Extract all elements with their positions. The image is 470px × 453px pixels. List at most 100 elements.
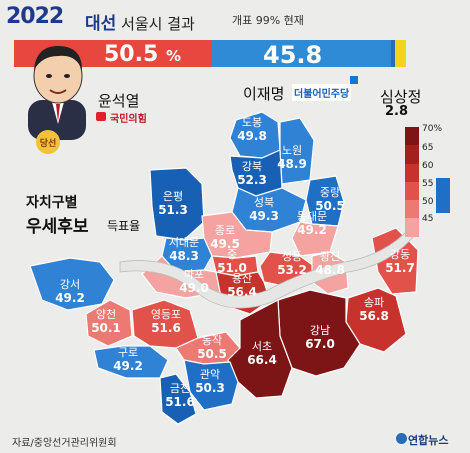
district-name: 강북 xyxy=(242,160,262,173)
side-label-1: 자치구별 xyxy=(26,195,78,211)
yoon-percent: 50.5 % xyxy=(104,42,181,67)
district-value: 49.5 xyxy=(210,237,240,251)
count-note: 개표 99% 현재 xyxy=(232,14,304,27)
bar-segment-other xyxy=(391,40,395,67)
district-value: 51.7 xyxy=(385,261,415,275)
bar-segment-lee xyxy=(211,40,392,67)
district-name: 광진 xyxy=(320,250,340,263)
district-value: 67.0 xyxy=(305,337,335,351)
legend-tick-label: 45 xyxy=(422,214,434,224)
bar-segment-sim xyxy=(395,40,406,67)
district-name: 서대문 xyxy=(169,236,199,249)
legend-swatch xyxy=(405,218,419,237)
district-name: 성북 xyxy=(254,196,274,209)
legend-tick-label: 50 xyxy=(422,197,434,207)
district-value: 49.3 xyxy=(249,209,279,223)
lee-name: 이재명 xyxy=(243,85,285,103)
district-value: 51.6 xyxy=(165,395,195,409)
district-area xyxy=(149,167,205,241)
district-name: 강서 xyxy=(60,278,80,291)
legend-swatch xyxy=(405,200,419,219)
district-value: 49.2 xyxy=(297,223,327,237)
district-value: 48.9 xyxy=(277,157,307,171)
district-name: 금천 xyxy=(170,381,190,395)
district-area xyxy=(29,257,115,311)
district-value: 48.8 xyxy=(315,263,345,277)
district-name: 강남 xyxy=(310,324,330,337)
district-value: 56.8 xyxy=(359,309,389,323)
district-name: 양천 xyxy=(96,307,116,321)
district-value: 51.3 xyxy=(158,203,188,217)
district-name: 강동 xyxy=(390,248,410,261)
district-name: 동대문 xyxy=(297,210,327,223)
district-area xyxy=(159,373,197,425)
district-name: 마포 xyxy=(184,268,204,281)
district-value: 49.2 xyxy=(113,359,143,373)
legend-swatch xyxy=(405,145,419,164)
title-year: 2022 xyxy=(6,4,64,29)
district-name: 동작 xyxy=(202,334,222,347)
district-name: 서초 xyxy=(252,340,272,353)
legend-tick-label: 55 xyxy=(422,179,434,189)
ppp-logo-icon xyxy=(96,112,106,121)
legend-swatch xyxy=(405,163,419,182)
yoon-name: 윤석열 xyxy=(98,92,140,110)
sim-name: 심상정 xyxy=(380,88,422,106)
title-city-result: 서울시 결과 xyxy=(121,15,195,33)
legend-tick-label: 60 xyxy=(422,161,434,171)
legend-tick-label: 70% xyxy=(422,124,443,134)
district-name: 중랑 xyxy=(320,186,340,199)
agency-logo-icon xyxy=(396,433,407,444)
district-name: 노원 xyxy=(282,144,302,157)
agency-name: 연합뉴스 xyxy=(408,434,449,447)
district-area xyxy=(85,299,133,347)
district-name: 영등포 xyxy=(151,308,181,321)
district-name: 도봉 xyxy=(242,116,262,129)
district-value: 51.0 xyxy=(217,261,247,275)
district-name: 성동 xyxy=(282,250,302,263)
district-name: 송파 xyxy=(364,296,384,309)
legend-red-scale xyxy=(405,127,419,237)
district-name: 구로 xyxy=(118,346,138,359)
district-name: 종로 xyxy=(215,224,235,237)
district-area xyxy=(371,227,419,295)
district-name: 중 xyxy=(227,248,237,261)
lee-party: 더불어민주당 xyxy=(292,84,352,101)
district-area xyxy=(227,299,293,399)
sim-percent: 2.8 xyxy=(385,104,409,119)
legend-blue-scale xyxy=(436,178,450,213)
title-subtitle: 대선 서울시 결과 xyxy=(85,9,195,34)
district-value: 49.0 xyxy=(179,281,209,295)
side-label-2: 우세후보 xyxy=(26,217,89,237)
legend-swatch xyxy=(405,181,419,201)
district-value: 56.4 xyxy=(227,285,257,299)
district-name: 관악 xyxy=(200,368,220,381)
district-area xyxy=(183,359,239,411)
elected-badge: 당선 xyxy=(36,130,60,154)
district-value: 50.1 xyxy=(91,321,121,335)
district-value: 52.3 xyxy=(237,173,267,187)
legend-tick-label: 65 xyxy=(422,143,434,153)
yoon-caricature-icon xyxy=(28,46,86,140)
district-value: 53.2 xyxy=(277,263,307,277)
district-value: 50.3 xyxy=(195,381,225,395)
district-value: 49.8 xyxy=(237,129,267,143)
yoon-percent-unit: % xyxy=(165,47,181,65)
legend-swatch xyxy=(405,127,419,146)
yoon-percent-value: 50.5 xyxy=(104,42,159,67)
district-value: 51.6 xyxy=(151,321,181,335)
title-word: 대선 xyxy=(85,14,117,34)
district-value: 50.5 xyxy=(197,347,227,361)
side-label-3: 득표율 xyxy=(107,219,141,233)
lee-percent: 45.8 xyxy=(263,41,323,69)
yoon-party: 국민의힘 xyxy=(110,114,147,125)
other-marker-icon xyxy=(350,76,358,84)
district-value: 50.5 xyxy=(315,199,345,213)
source-note: 자료/중앙선거관리위원회 xyxy=(12,438,117,449)
district-value: 49.2 xyxy=(55,291,85,305)
district-value: 48.3 xyxy=(169,249,199,263)
district-name: 용산 xyxy=(232,272,252,285)
district-name: 은평 xyxy=(163,190,183,203)
district-area xyxy=(93,345,169,379)
